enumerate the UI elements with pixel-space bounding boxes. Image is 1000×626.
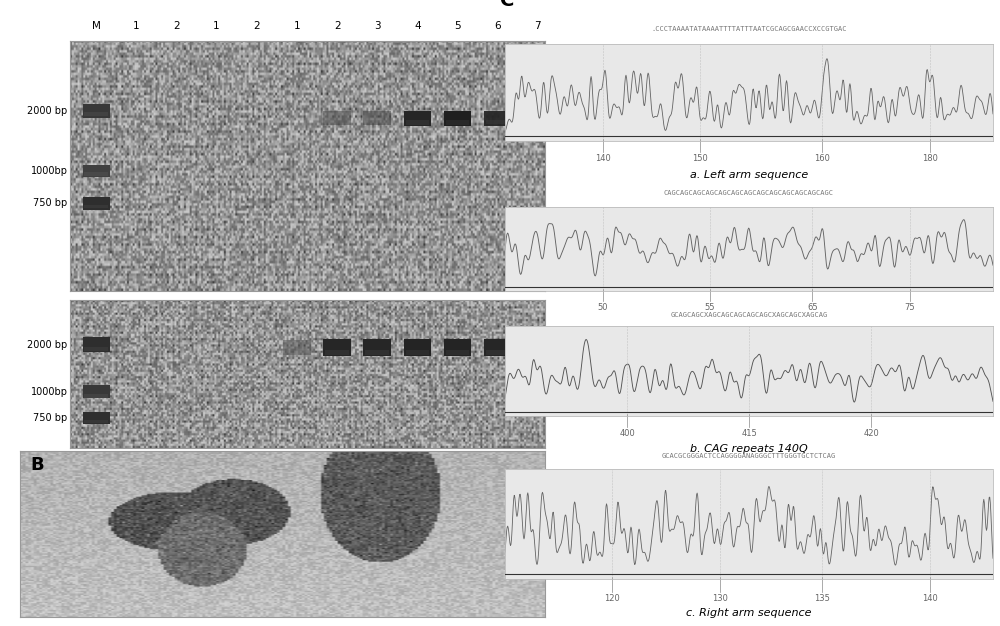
Bar — [486, 350, 510, 355]
Bar — [84, 420, 108, 423]
Bar — [363, 111, 391, 125]
Bar — [404, 111, 431, 126]
Bar — [484, 111, 511, 126]
Text: C: C — [500, 0, 514, 10]
Text: a. Left arm sequence: a. Left arm sequence — [690, 170, 808, 180]
Text: 750 bp: 750 bp — [33, 198, 68, 208]
Text: 1: 1 — [133, 21, 140, 31]
Bar — [323, 339, 351, 356]
Bar — [365, 350, 389, 355]
Text: 180: 180 — [922, 155, 937, 163]
Bar — [83, 385, 110, 398]
Text: 3: 3 — [374, 21, 381, 31]
Text: .CCCTAAAATATAAAATTTTATTTAATCGCAGCGAACCXCCGTGAC: .CCCTAAAATATAAAATTTTATTTAATCGCAGCGAACCXC… — [651, 26, 847, 32]
Bar — [446, 120, 469, 125]
Bar — [283, 340, 311, 355]
Text: 7: 7 — [535, 21, 541, 31]
Text: c. Right arm sequence: c. Right arm sequence — [686, 607, 812, 617]
Text: 140: 140 — [595, 155, 610, 163]
Text: CAGCAGCAGCAGCAGCAGCAGCAGCAGCAGCAGCAGCAGC: CAGCAGCAGCAGCAGCAGCAGCAGCAGCAGCAGCAGCAGC — [664, 190, 834, 197]
Text: M: M — [92, 21, 101, 31]
Text: 50: 50 — [597, 303, 608, 312]
Bar — [526, 350, 550, 355]
Text: b. CAG repeats 140Q: b. CAG repeats 140Q — [690, 443, 808, 453]
Text: 6: 6 — [494, 21, 501, 31]
Text: 750 bp: 750 bp — [33, 413, 68, 423]
Bar — [444, 111, 471, 126]
Bar — [406, 120, 429, 125]
Bar — [83, 165, 110, 177]
Bar — [486, 120, 510, 125]
Bar — [446, 350, 469, 355]
Text: 2: 2 — [253, 21, 260, 31]
Text: 2000 bp: 2000 bp — [27, 340, 68, 349]
Bar — [83, 197, 110, 210]
Text: 1: 1 — [213, 21, 220, 31]
Bar — [83, 413, 110, 424]
Bar — [84, 394, 108, 398]
Bar — [406, 350, 429, 355]
Text: F2-R2: F2-R2 — [573, 113, 601, 123]
Bar — [285, 350, 309, 354]
Text: F3-R3: F3-R3 — [573, 342, 601, 352]
Text: 65: 65 — [807, 303, 818, 312]
Text: B: B — [30, 456, 44, 474]
Text: 120: 120 — [604, 595, 620, 603]
Text: 150: 150 — [692, 155, 708, 163]
Text: GCAGCAGCXAGCAGCAGCAGCAGCXAGCAGCXAGCAG: GCAGCAGCXAGCAGCAGCAGCAGCXAGCAGCXAGCAG — [670, 312, 828, 318]
Bar — [526, 120, 550, 125]
Text: GCACGCGGGACTCCAGGGGANAGGGCTTTGGGTGCTCTCAG: GCACGCGGGACTCCAGGGGANAGGGCTTTGGGTGCTCTCA… — [662, 453, 836, 458]
Bar — [363, 339, 391, 356]
Bar — [365, 120, 389, 124]
Text: 2: 2 — [173, 21, 180, 31]
Text: 400: 400 — [619, 429, 635, 438]
Text: 2000 bp: 2000 bp — [27, 106, 68, 116]
Bar — [524, 339, 552, 356]
Text: 75: 75 — [905, 303, 915, 312]
Text: 1000bp: 1000bp — [31, 387, 68, 397]
Bar — [325, 350, 349, 355]
Bar — [444, 339, 471, 356]
Bar — [83, 104, 110, 118]
Text: 160: 160 — [814, 155, 830, 163]
Text: 55: 55 — [705, 303, 715, 312]
Bar — [524, 111, 552, 126]
Text: 415: 415 — [741, 429, 757, 438]
Bar — [325, 120, 349, 124]
Bar — [84, 172, 108, 176]
Bar — [84, 205, 108, 208]
Text: 130: 130 — [712, 595, 728, 603]
Text: 2: 2 — [334, 21, 340, 31]
Text: 1000bp: 1000bp — [31, 166, 68, 176]
Text: 1: 1 — [294, 21, 300, 31]
Text: 420: 420 — [863, 429, 879, 438]
Bar — [484, 339, 511, 356]
Text: 5: 5 — [454, 21, 461, 31]
Bar — [84, 347, 108, 351]
Bar — [83, 337, 110, 352]
Bar — [323, 111, 351, 125]
Bar — [404, 339, 431, 356]
Text: 4: 4 — [414, 21, 421, 31]
Bar — [84, 112, 108, 116]
Text: 135: 135 — [814, 595, 830, 603]
Text: 140: 140 — [922, 595, 937, 603]
